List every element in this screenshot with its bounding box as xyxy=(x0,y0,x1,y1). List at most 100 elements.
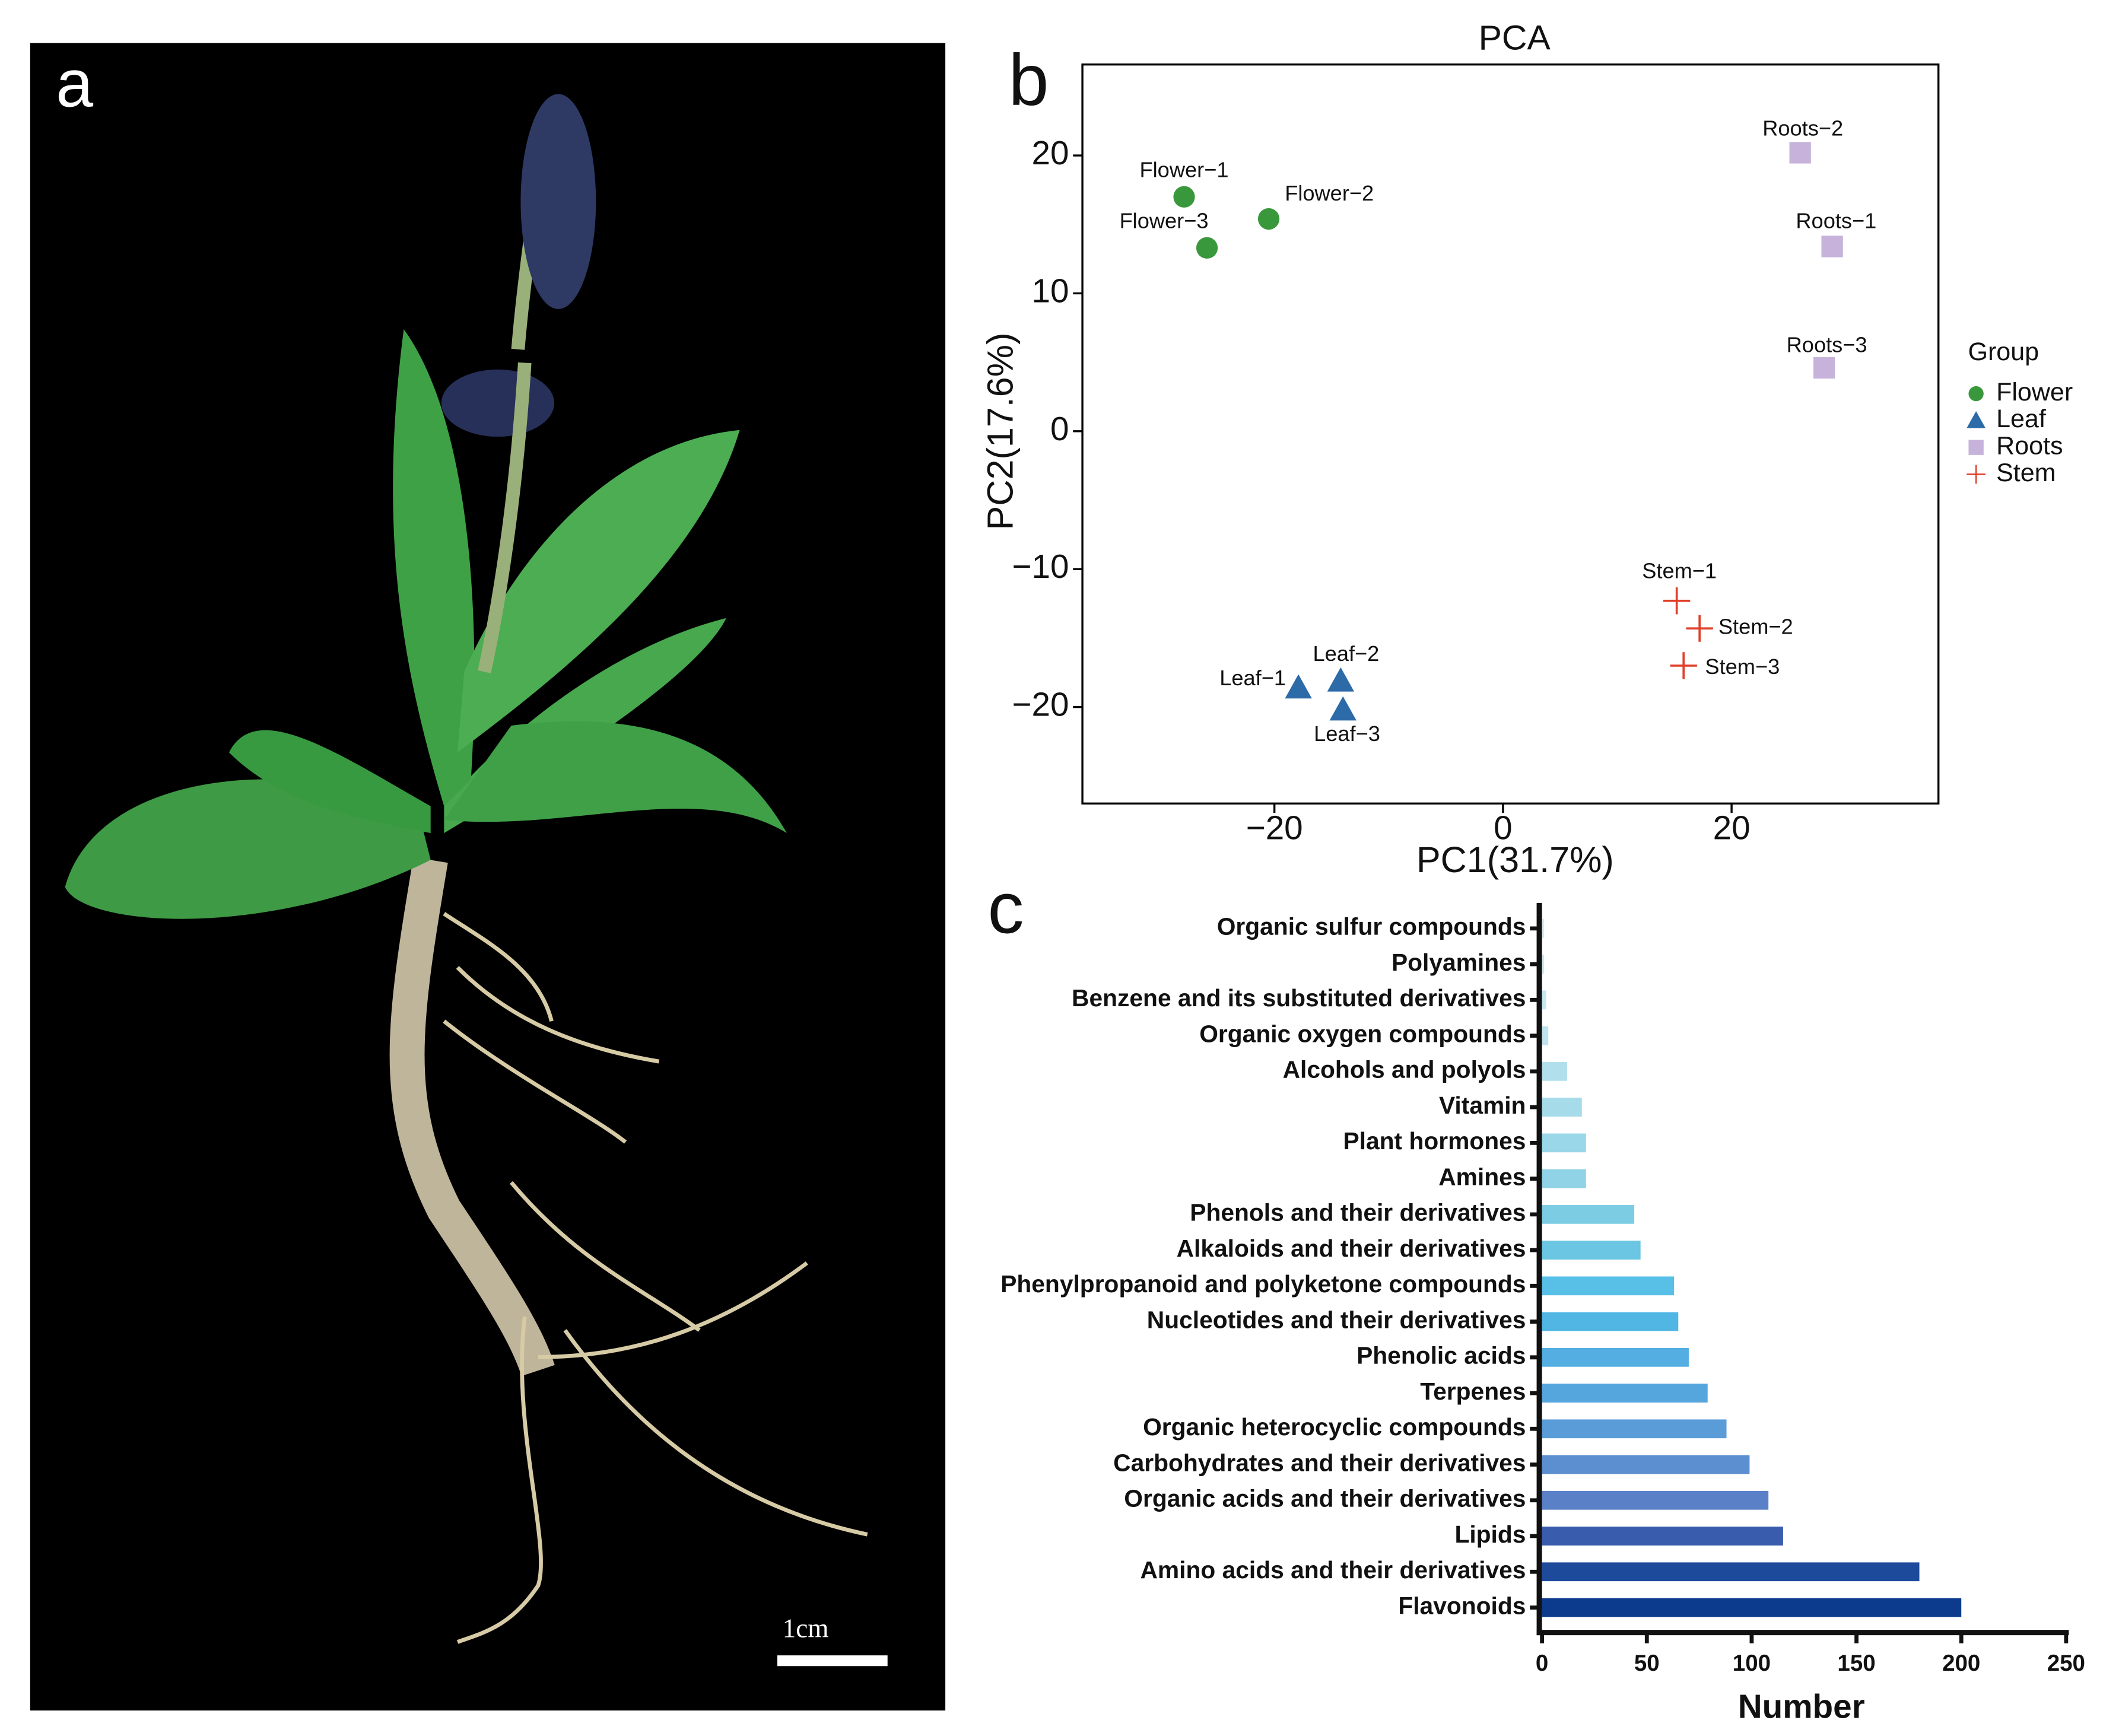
y-axis-label: PC2(17.6%) xyxy=(980,333,1021,530)
y-tick-label: Phenolic acids xyxy=(1357,1342,1526,1369)
legend-label: Flower xyxy=(1996,378,2073,406)
x-axis-label: Number xyxy=(1738,1688,1865,1725)
y-tick-label: Amino acids and their derivatives xyxy=(1140,1556,1526,1584)
x-tick-label: 0 xyxy=(1536,1651,1548,1676)
legend-marker xyxy=(1967,411,1986,428)
bar xyxy=(1542,919,1545,938)
bar xyxy=(1542,1133,1586,1153)
y-tick-label: Alcohols and polyols xyxy=(1283,1056,1526,1083)
y-tick-label: Terpenes xyxy=(1420,1378,1526,1405)
data-point xyxy=(1789,142,1811,164)
data-point xyxy=(1285,674,1312,699)
data-point xyxy=(1670,652,1697,679)
bar xyxy=(1542,1455,1750,1474)
bar xyxy=(1542,1598,1962,1617)
point-label: Leaf−1 xyxy=(1219,666,1286,690)
y-tick-label: Amines xyxy=(1438,1163,1526,1190)
bar xyxy=(1542,1419,1727,1439)
point-label: Stem−2 xyxy=(1718,615,1793,639)
x-tick-label: 250 xyxy=(2047,1651,2085,1676)
data-point xyxy=(1686,615,1713,642)
bar xyxy=(1542,1490,1769,1510)
point-label: Flower−3 xyxy=(1120,208,1209,233)
y-tick-label: 0 xyxy=(1050,410,1069,447)
x-tick-label: −20 xyxy=(1246,809,1303,847)
y-tick-label: Organic heterocyclic compounds xyxy=(1143,1413,1526,1441)
scale-bar-label: 1cm xyxy=(783,1614,829,1643)
data-point xyxy=(1329,696,1357,721)
data-point xyxy=(1821,236,1843,257)
point-label: Roots−3 xyxy=(1787,332,1867,357)
y-tick-label: Plant hormones xyxy=(1343,1127,1526,1155)
bar xyxy=(1542,1204,1635,1224)
chart-title: PCA xyxy=(1479,18,1551,57)
point-label: Roots−2 xyxy=(1762,116,1843,141)
y-tick-label: Organic oxygen compounds xyxy=(1199,1020,1526,1047)
legend-label: Stem xyxy=(1996,459,2056,487)
data-point xyxy=(1663,587,1691,615)
bar xyxy=(1542,1026,1549,1045)
legend-marker xyxy=(1968,440,1984,455)
point-label: Stem−1 xyxy=(1642,559,1717,583)
point-label: Flower−1 xyxy=(1140,157,1229,182)
bar xyxy=(1542,1241,1641,1260)
x-tick-label: 150 xyxy=(1837,1651,1875,1676)
data-point xyxy=(1257,208,1280,230)
y-tick-label: Benzene and its substituted derivatives xyxy=(1072,984,1526,1012)
y-tick-label: 20 xyxy=(1031,134,1069,171)
photo-panel: a 1cm xyxy=(30,43,946,1710)
y-tick-label: Phenylpropanoid and polyketone compounds xyxy=(1000,1270,1526,1298)
legend-label: Leaf xyxy=(1996,405,2047,433)
x-tick-label: 0 xyxy=(1494,809,1512,847)
y-tick-label: Lipids xyxy=(1454,1521,1526,1548)
y-tick-label: 10 xyxy=(1031,272,1069,309)
data-point xyxy=(1173,186,1195,208)
legend-marker xyxy=(1968,386,1984,402)
bar xyxy=(1542,955,1545,974)
y-tick-label: Flavonoids xyxy=(1398,1592,1526,1619)
bar xyxy=(1542,1347,1689,1367)
bar xyxy=(1542,1169,1586,1188)
plant-illustration xyxy=(65,94,868,1644)
bar xyxy=(1542,1062,1568,1081)
y-tick-label: −20 xyxy=(1012,686,1069,723)
legend-marker xyxy=(1967,465,1986,484)
y-tick-label: Vitamin xyxy=(1439,1092,1526,1119)
bar xyxy=(1542,1312,1679,1331)
data-point xyxy=(1327,667,1355,692)
panel-label: a xyxy=(56,45,93,120)
x-tick-label: 20 xyxy=(1713,809,1751,847)
bar xyxy=(1542,990,1546,1010)
bar xyxy=(1542,1527,1783,1546)
y-tick-label: Carbohydrates and their derivatives xyxy=(1113,1449,1526,1476)
x-tick-label: 50 xyxy=(1634,1651,1660,1676)
y-tick-label: Nucleotides and their derivatives xyxy=(1147,1306,1526,1333)
x-tick-label: 200 xyxy=(1942,1651,1980,1676)
panel-label: b xyxy=(1008,39,1049,120)
bar xyxy=(1542,1276,1675,1296)
data-point xyxy=(1196,237,1218,259)
bar xyxy=(1542,1384,1708,1403)
point-label: Stem−3 xyxy=(1705,654,1780,679)
y-tick-label: Alkaloids and their derivatives xyxy=(1177,1235,1526,1262)
data-point xyxy=(1813,357,1835,379)
y-tick-label: Polyamines xyxy=(1392,949,1526,976)
plot-frame xyxy=(1081,63,1940,805)
legend-label: Roots xyxy=(1996,432,2063,460)
legend-title: Group xyxy=(1968,338,2040,366)
scale-bar xyxy=(777,1655,888,1667)
panel-label: c xyxy=(987,867,1024,948)
point-label: Roots−1 xyxy=(1796,208,1876,233)
point-label: Leaf−3 xyxy=(1314,721,1380,746)
point-label: Flower−2 xyxy=(1285,181,1374,205)
y-tick-label: Phenols and their derivatives xyxy=(1190,1199,1526,1226)
y-tick-label: Organic acids and their derivatives xyxy=(1124,1485,1526,1512)
bar xyxy=(1542,1098,1582,1117)
x-tick-label: 100 xyxy=(1733,1651,1771,1676)
x-axis-label: PC1(31.7%) xyxy=(1416,840,1614,880)
y-tick-label: Organic sulfur compounds xyxy=(1217,913,1526,940)
point-label: Leaf−2 xyxy=(1313,641,1380,666)
bar xyxy=(1542,1562,1920,1582)
y-tick-label: −10 xyxy=(1012,548,1069,585)
